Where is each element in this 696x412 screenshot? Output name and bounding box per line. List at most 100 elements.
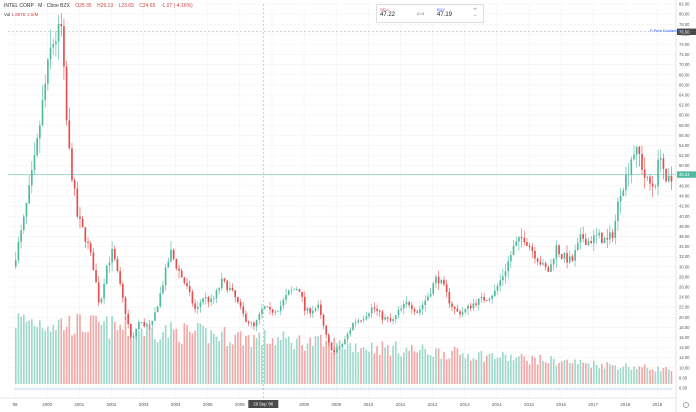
event-marker <box>608 387 611 391</box>
volume-bar <box>448 358 451 384</box>
candle-body <box>544 263 547 267</box>
volume-bar <box>617 369 619 384</box>
buy-button[interactable]: BUY 47.19 <box>437 7 471 18</box>
price-tick-label: 30.00 <box>679 264 690 269</box>
event-marker <box>22 387 25 391</box>
event-marker <box>132 387 135 391</box>
price-tick-label: 18.00 <box>679 325 690 330</box>
price-tick-label: 54.00 <box>679 143 690 148</box>
volume-bar <box>491 353 493 384</box>
volume-bar <box>619 368 622 384</box>
volume-bar <box>376 346 378 384</box>
event-marker <box>373 387 376 391</box>
event-marker <box>646 387 649 391</box>
news-flag[interactable]: P Free Dividends <box>650 28 681 33</box>
candle-body <box>36 138 39 156</box>
candle-body <box>164 267 167 286</box>
price-axis[interactable]: 6.00 8.00 10.00 12.00 14.00 16.00 18.00 20.00 22… <box>679 2 690 391</box>
collapse-icon[interactable]: − <box>473 13 477 19</box>
volume-bar <box>475 359 477 384</box>
event-marker <box>311 387 314 391</box>
event-marker <box>488 387 491 391</box>
candle-body <box>180 270 183 278</box>
volume-bar <box>261 344 263 384</box>
volume-bar <box>237 332 239 384</box>
candle-body <box>448 291 451 304</box>
volume-bar <box>582 362 584 384</box>
volume-bar <box>625 363 627 384</box>
candle-body <box>212 298 215 300</box>
event-marker <box>512 387 515 391</box>
event-marker <box>432 387 435 391</box>
candle-body <box>587 241 590 245</box>
candle-body <box>119 270 121 284</box>
candle-body <box>665 168 667 182</box>
volume-label[interactable]: Vol <box>4 12 11 17</box>
volume-bar <box>30 319 33 384</box>
candle-body <box>485 300 488 302</box>
candle-body <box>400 308 402 310</box>
volume-bar <box>368 351 370 384</box>
volume-bar <box>336 343 338 384</box>
volume-bar <box>413 351 416 384</box>
candle-body <box>250 322 253 324</box>
candle-body <box>445 284 448 292</box>
event-marker <box>624 387 627 391</box>
candle-body <box>437 276 440 284</box>
event-marker <box>49 387 52 391</box>
candle-body <box>496 285 499 291</box>
volume-bar <box>389 355 392 384</box>
candle-body <box>622 190 625 196</box>
candle-body <box>221 278 223 289</box>
event-marker <box>159 387 162 391</box>
event-marker <box>445 387 448 391</box>
candle-body <box>314 308 317 311</box>
price-tick-label: 32.00 <box>679 254 690 259</box>
event-marker <box>563 387 566 391</box>
settings-gear-icon[interactable] <box>683 402 689 408</box>
candle-body <box>582 234 584 239</box>
event-marker <box>145 387 148 391</box>
candle-body <box>266 306 269 308</box>
event-marker <box>143 387 146 391</box>
event-marker <box>523 387 526 391</box>
price-tick-label: 72.00 <box>679 52 690 57</box>
volume-bar <box>301 345 303 384</box>
event-marker <box>68 387 71 391</box>
candle-body <box>298 289 301 292</box>
event-marker <box>239 387 242 391</box>
event-marker <box>127 387 130 391</box>
event-marker <box>477 387 480 391</box>
candle-body <box>226 280 229 290</box>
event-marker <box>60 387 63 391</box>
volume-bar <box>113 321 116 384</box>
event-marker <box>579 387 582 391</box>
sell-button[interactable]: SELL 47.22 <box>380 7 414 18</box>
candle-body <box>148 324 151 326</box>
event-marker <box>536 387 539 391</box>
symbol-title[interactable]: INTEL CORP · M · Cboe BZX <box>4 3 70 9</box>
volume-bar <box>432 356 435 384</box>
time-axis[interactable]: 9920002001200220032004200520062007200820… <box>13 402 663 407</box>
volume-bar <box>191 333 194 384</box>
event-marker <box>314 387 317 391</box>
event-marker <box>641 387 644 391</box>
event-marker <box>234 387 237 391</box>
volume-bar <box>365 349 368 384</box>
volume-bar <box>20 316 22 384</box>
candle-body <box>154 312 156 321</box>
ohlc-change: -1.07 (-4.16%) <box>160 3 193 9</box>
candle-body <box>459 311 461 315</box>
candle-body <box>662 158 665 169</box>
event-marker <box>450 387 453 391</box>
candle-body <box>237 297 239 302</box>
candle-body <box>595 235 598 236</box>
candle-body <box>512 245 515 256</box>
volume-bar <box>571 363 574 384</box>
volume-bar <box>384 347 386 384</box>
event-marker <box>416 387 419 391</box>
expand-icon[interactable]: + <box>473 7 477 13</box>
candle-body <box>456 308 459 312</box>
crosshair-price-label: 76.50 <box>679 29 690 34</box>
